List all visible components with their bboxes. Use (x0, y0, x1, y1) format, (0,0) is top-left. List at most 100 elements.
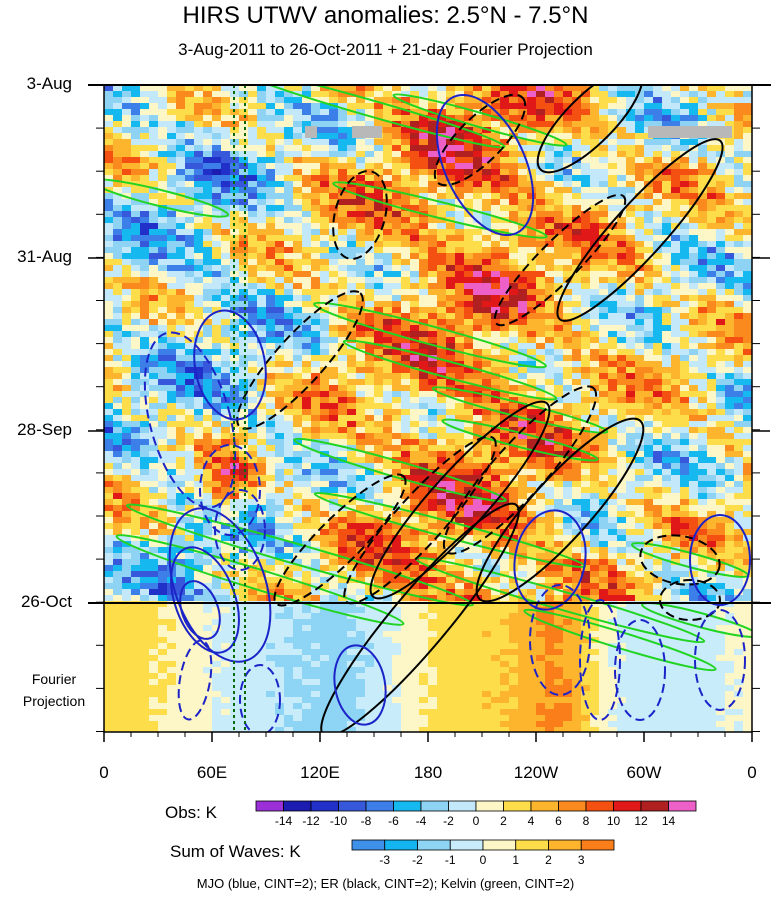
x-tick-label: 0 (747, 763, 757, 782)
waves-colorbar (351, 839, 615, 851)
colorbar-tick-label: 6 (555, 814, 562, 828)
colorbar-swatch (515, 839, 549, 851)
x-tick-label: 60W (626, 763, 662, 782)
colorbar-tick-label: -12 (302, 814, 320, 828)
colorbar-swatch (417, 839, 451, 851)
x-tick-label: 120W (513, 763, 559, 782)
contour-line (234, 85, 506, 149)
contour-line (689, 514, 751, 606)
y-tick-label: 28-Sep (17, 420, 72, 439)
contour-line (433, 93, 527, 187)
contour-line (293, 437, 507, 503)
colorbar-tick-label: -1 (444, 853, 456, 867)
contour-line (435, 93, 535, 237)
colorbar-tick-label: 14 (661, 814, 676, 828)
colorbar-swatch (365, 800, 394, 812)
colorbar-tick-label: 1 (512, 853, 520, 867)
contour-line (513, 509, 587, 611)
contour-line (529, 584, 591, 696)
contour-line (273, 473, 407, 607)
colorbar-tick-label: -3 (379, 853, 391, 867)
contour-line (332, 170, 388, 260)
colorbar-swatch (558, 800, 587, 812)
colorbar-tick-label: -8 (360, 814, 372, 828)
contour-line (343, 435, 497, 605)
colorbar-swatch (448, 800, 477, 812)
waves-colorbar-label: Sum of Waves: K (170, 842, 301, 861)
colorbar-swatch (548, 839, 582, 851)
colorbar-swatch (338, 800, 367, 812)
contour-line (193, 309, 267, 421)
colorbar-tick-label: 2 (545, 853, 552, 867)
contour-line (392, 93, 568, 147)
colorbar-swatch (420, 800, 449, 812)
colorbar-tick-label: 10 (606, 814, 621, 828)
contour-line (441, 418, 599, 462)
contour-line (556, 138, 724, 322)
colorbar-swatch (351, 839, 386, 851)
contour-line (214, 489, 266, 571)
contour-line (313, 301, 547, 369)
colorbar-tick-label: -2 (412, 853, 423, 867)
wave-contours (104, 85, 752, 732)
colorbar-swatch (668, 800, 697, 812)
y-tick-label: 31-Aug (17, 247, 72, 266)
contour-line (104, 178, 229, 218)
contour-line (536, 85, 644, 174)
contour-line (431, 386, 609, 434)
x-tick-label: 180 (413, 763, 443, 782)
colorbar-tick-label: -6 (388, 814, 399, 828)
contour-line (332, 181, 548, 239)
colorbar-tick-label: 12 (634, 814, 648, 828)
axis-ticks (88, 84, 770, 742)
contour-line (659, 579, 721, 621)
contour-line (694, 609, 746, 711)
colorbar-tick-label: 2 (500, 814, 507, 828)
colorbar-swatch (580, 839, 615, 851)
x-tick-label: 0 (99, 763, 109, 782)
contour-line (333, 644, 387, 726)
contour-line (614, 619, 666, 721)
colorbar-tick-label: -14 (274, 814, 293, 828)
contour-line (143, 331, 237, 509)
colorbar-swatch (283, 800, 312, 812)
colorbar-tick-label: -10 (329, 814, 348, 828)
contour-line (177, 639, 213, 721)
contour-line (342, 339, 558, 401)
colorbar-swatch (384, 839, 418, 851)
colorbar-swatch (640, 800, 669, 812)
contour-line (639, 534, 721, 586)
y-tick-label: 26-Oct (20, 592, 72, 611)
chart-title: HIRS UTWV anomalies: 2.5°N - 7.5°N (182, 2, 589, 29)
contour-line (641, 602, 752, 638)
contour-line (239, 664, 281, 732)
colorbar-tick-label: 0 (479, 853, 487, 867)
contour-legend: MJO (blue, CINT=2); ER (black, CINT=2); … (196, 876, 575, 891)
projection-label: Fourier Projection (22, 671, 86, 709)
x-tick-label: 60E (196, 763, 228, 782)
colorbar-tick-label: -4 (415, 814, 427, 828)
contour-line (199, 444, 261, 536)
contour-line (442, 385, 598, 555)
colorbar-swatch (503, 800, 532, 812)
colorbar-swatch (530, 800, 559, 812)
y-tick-label: 3-Aug (26, 74, 72, 93)
contour-line (579, 599, 621, 721)
colorbar-swatch (393, 800, 422, 812)
colorbar-swatch (449, 839, 484, 851)
contour-line (125, 503, 475, 607)
colorbar-swatch (613, 800, 642, 812)
colorbar-swatch (482, 839, 517, 851)
colorbar-tick-label: 4 (527, 814, 535, 828)
colorbar-tick-label: -2 (443, 814, 454, 828)
colorbar-tick-label: 8 (582, 814, 590, 828)
obs-colorbar (255, 800, 697, 812)
contour-line (168, 507, 272, 663)
colorbar-tick-label: 3 (577, 853, 585, 867)
colorbar-swatch (255, 800, 284, 812)
colorbar-swatch (585, 800, 614, 812)
contour-line (236, 290, 364, 430)
anomaly-field (104, 85, 752, 732)
colorbar-tick-label: 0 (472, 814, 480, 828)
